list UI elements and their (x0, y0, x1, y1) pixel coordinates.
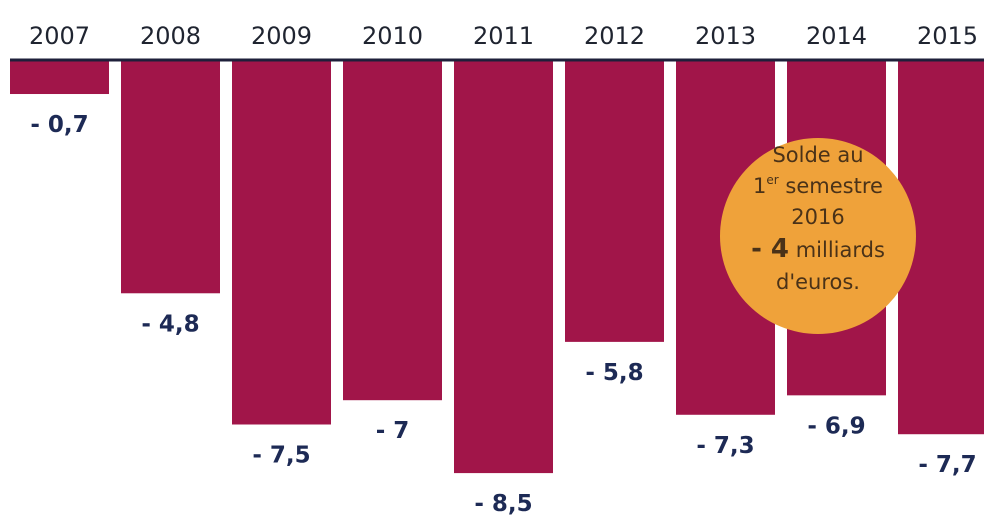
annotation-ordinal-suffix: er (766, 173, 778, 187)
year-label-2014: 2014 (806, 22, 867, 50)
bar-2007 (10, 60, 109, 95)
year-label-2007: 2007 (29, 22, 90, 50)
annotation-circle (720, 138, 916, 334)
value-label-2010: - 7 (376, 418, 410, 444)
year-labels-group: 2007 2008 2009 2010 2011 2012 2013 2014 2015 (29, 22, 978, 50)
bar-2008 (121, 60, 220, 294)
annotation-semester: semestre (779, 174, 883, 198)
value-label-2009: - 7,5 (252, 443, 310, 469)
annotation-bubble: Solde au 1er semestre 2016 - 4 milliards… (720, 138, 916, 334)
value-label-2011: - 8,5 (474, 491, 532, 517)
value-labels-group: - 0,7 - 4,8 - 7,5 - 7 - 8,5 - 5,8 - 7,3 - 6,9 - … (30, 112, 976, 517)
bar-2011 (454, 60, 553, 474)
year-label-2011: 2011 (473, 22, 534, 50)
value-label-2008: - 4,8 (141, 311, 199, 337)
bar-2010 (343, 60, 442, 401)
value-label-2015: - 7,7 (918, 452, 976, 478)
bar-2009 (232, 60, 331, 425)
annotation-unit: milliards (789, 238, 885, 262)
year-label-2012: 2012 (584, 22, 645, 50)
year-label-2010: 2010 (362, 22, 423, 50)
annotation-line-1: Solde au (772, 143, 863, 167)
year-label-2008: 2008 (140, 22, 201, 50)
annotation-line-5: d'euros. (776, 270, 860, 294)
value-label-2013: - 7,3 (696, 433, 754, 459)
value-label-2014: - 6,9 (807, 413, 865, 439)
annotation-line-4: - 4 milliards (751, 234, 885, 264)
annotation-line-3: 2016 (791, 205, 844, 229)
year-label-2009: 2009 (251, 22, 312, 50)
annotation-line-2: 1er semestre (753, 173, 883, 198)
year-label-2015: 2015 (917, 22, 978, 50)
annotation-ordinal: 1 (753, 174, 766, 198)
bar-2012 (565, 60, 664, 342)
annotation-amount: - 4 (751, 234, 789, 264)
value-label-2012: - 5,8 (585, 360, 643, 386)
year-label-2013: 2013 (695, 22, 756, 50)
value-label-2007: - 0,7 (30, 112, 88, 138)
